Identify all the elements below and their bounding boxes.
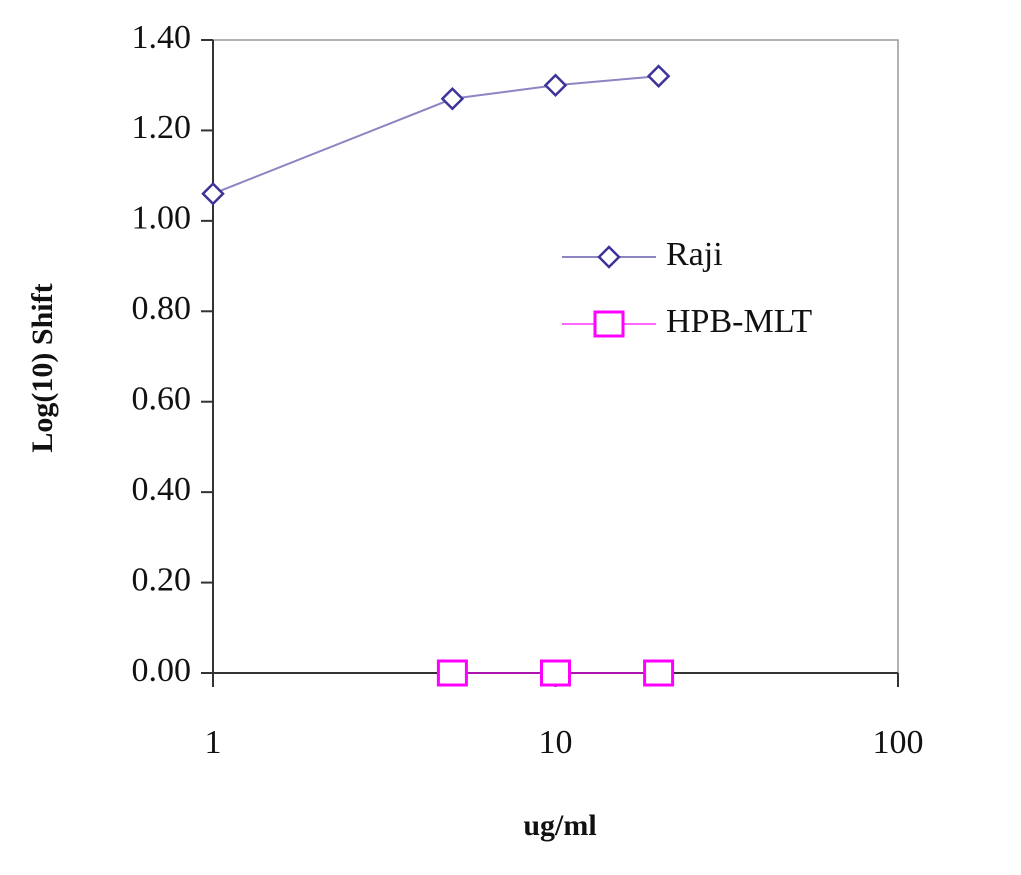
marker bbox=[436, 659, 468, 687]
y-axis-title: Log(10) Shift bbox=[26, 283, 59, 452]
x-tick-label: 100 bbox=[873, 724, 924, 761]
legend-marker bbox=[593, 310, 625, 338]
x-tick-label: 10 bbox=[539, 724, 573, 761]
marker bbox=[643, 659, 675, 687]
series-line bbox=[212, 75, 659, 195]
y-tick-label: 1.20 bbox=[132, 109, 192, 146]
y-tick-label: 0.80 bbox=[132, 290, 192, 327]
marker bbox=[201, 181, 225, 206]
marker bbox=[440, 87, 465, 111]
y-tick-label: 0.60 bbox=[132, 381, 192, 418]
legend-label: Raji bbox=[666, 236, 723, 273]
marker bbox=[540, 659, 571, 687]
marker bbox=[646, 64, 671, 88]
marker bbox=[543, 73, 568, 97]
y-tick-label: 0.40 bbox=[132, 471, 192, 508]
plot-frame bbox=[212, 39, 899, 674]
y-tick-label: 0.00 bbox=[132, 652, 192, 689]
y-tick-label: 0.20 bbox=[132, 561, 192, 598]
x-tick-label: 1 bbox=[205, 724, 222, 761]
legend-marker bbox=[597, 245, 621, 269]
legend-label: HPB-MLT bbox=[666, 303, 812, 340]
y-tick-label: 1.40 bbox=[132, 19, 192, 56]
y-tick-label: 1.00 bbox=[132, 200, 192, 237]
x-axis-title: ug/ml bbox=[523, 809, 596, 842]
